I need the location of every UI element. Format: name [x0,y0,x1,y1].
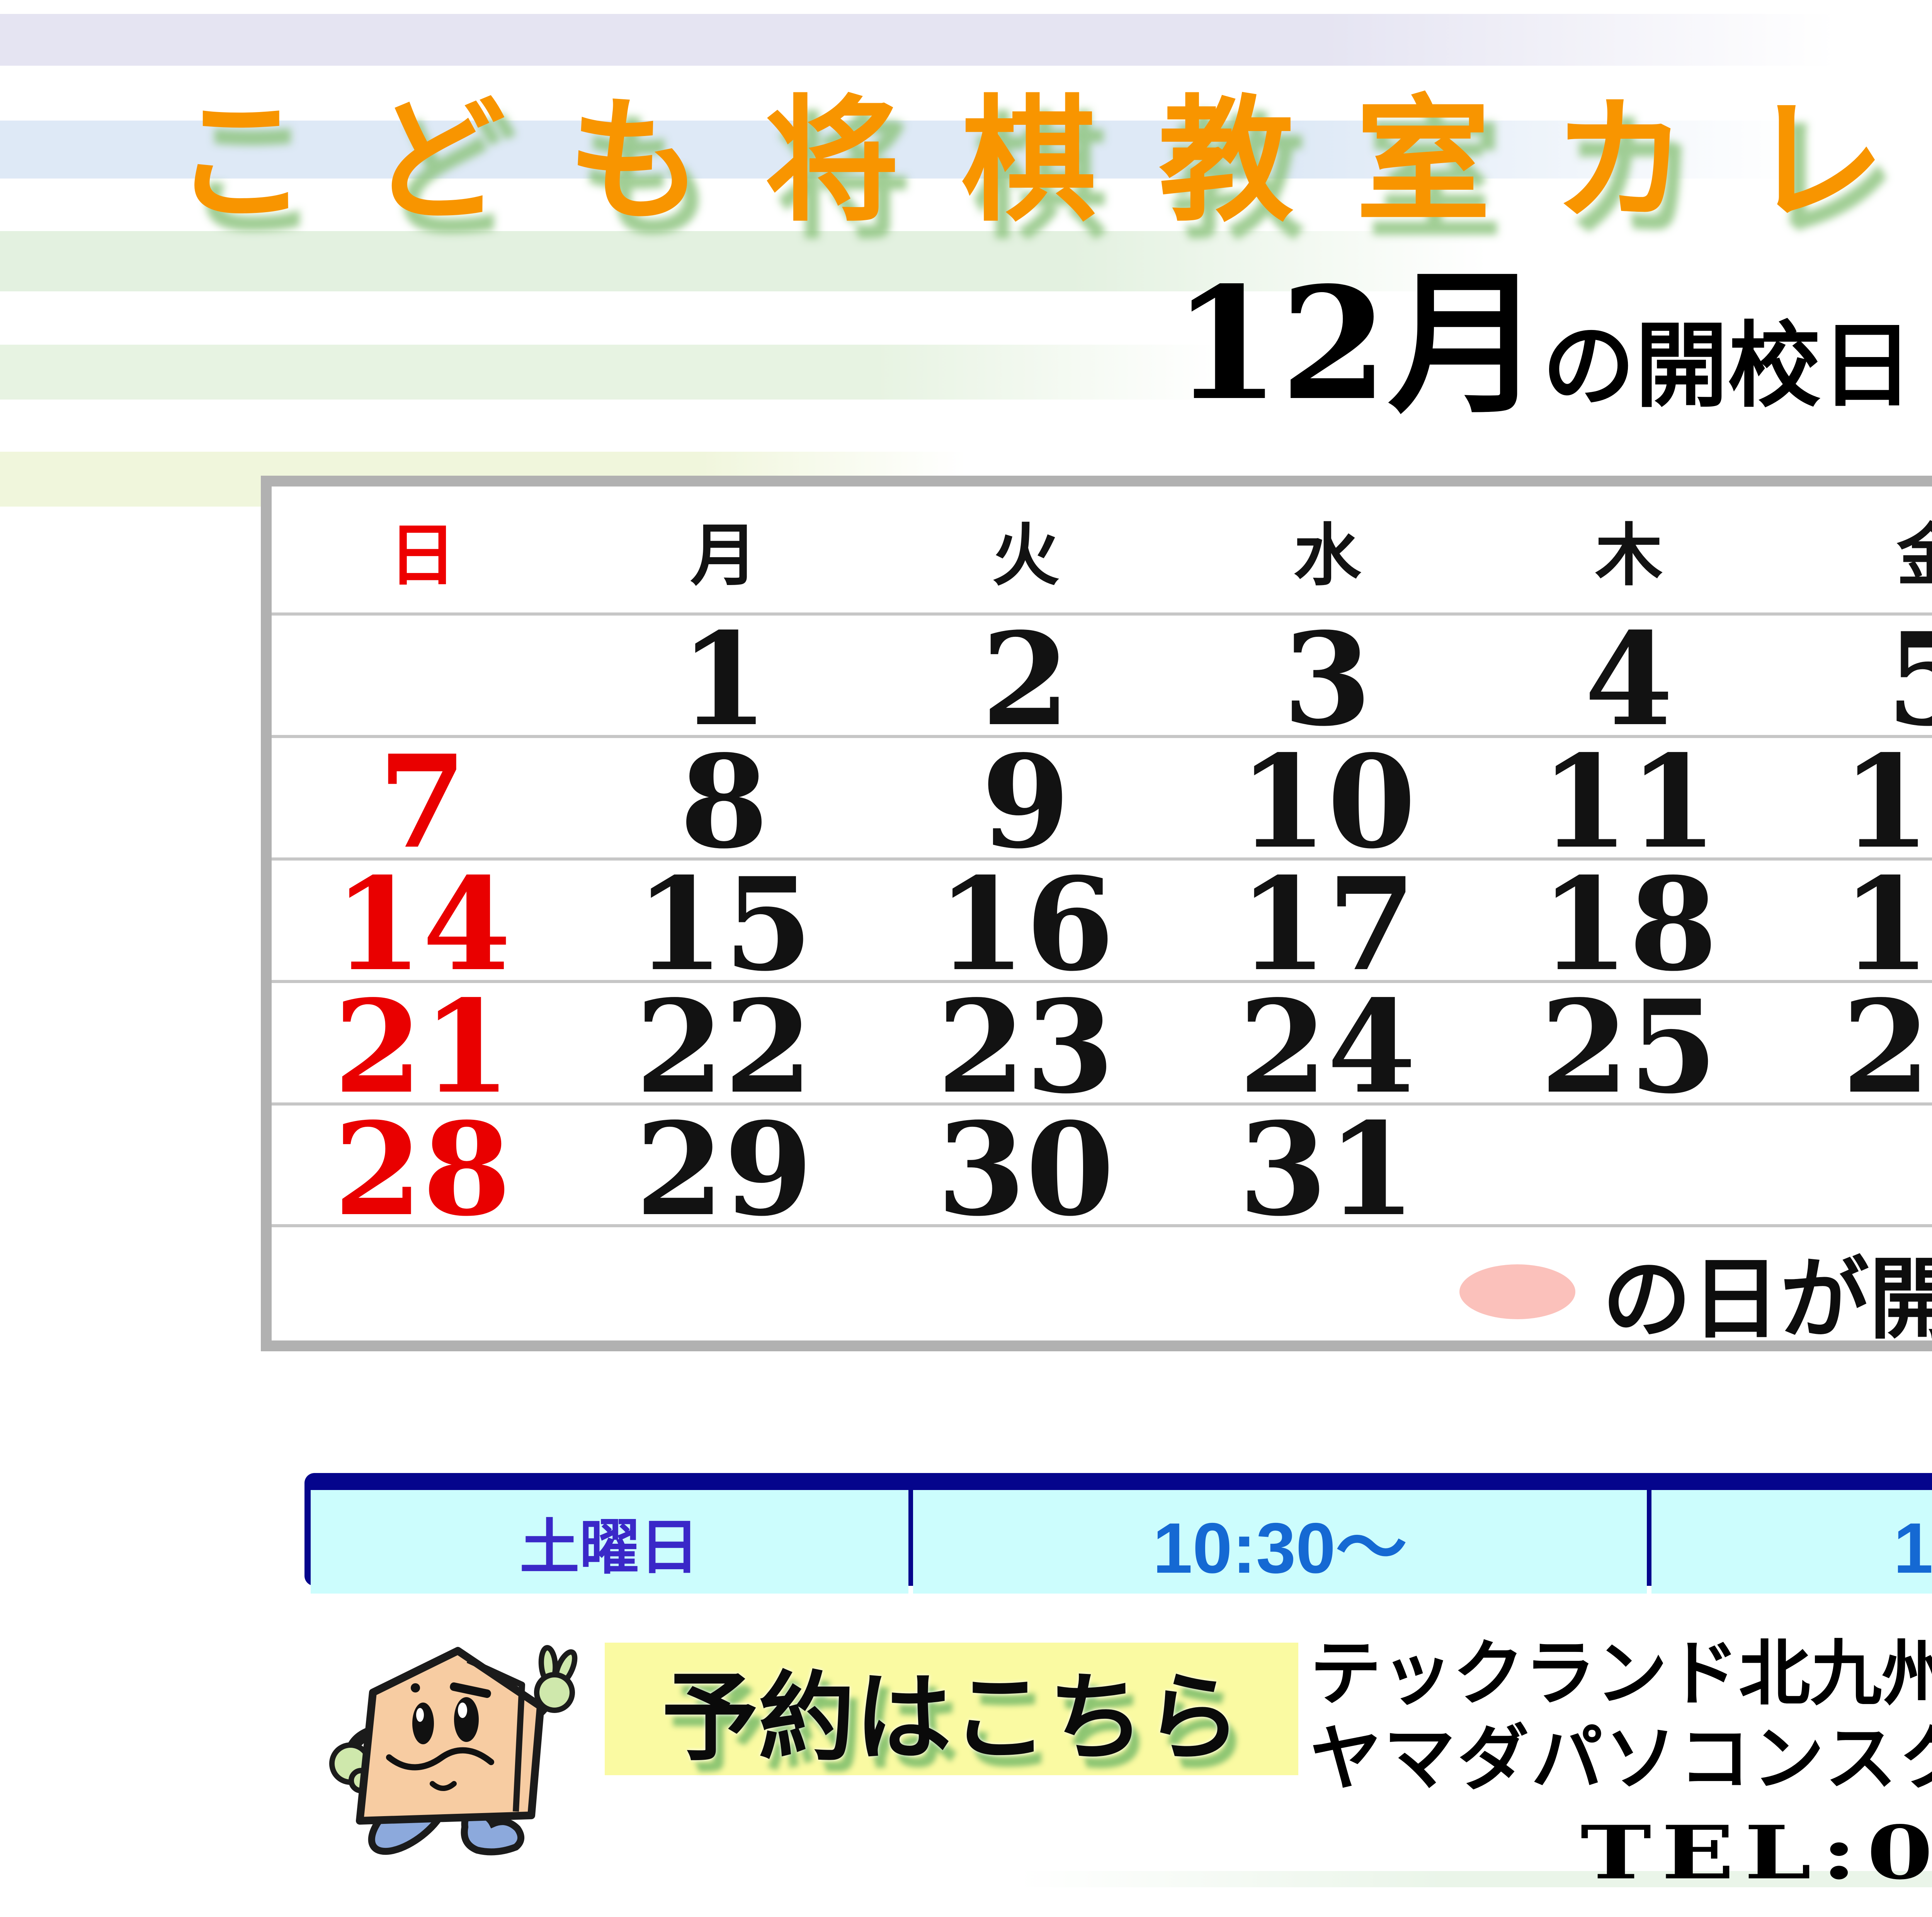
calendar-week-row: 14 15 16 17 18 19 20 [272,857,1932,988]
bg-stripe [0,345,1217,400]
bg-stripe [0,14,1835,66]
calendar-week-row: 1 2 3 4 5 6 [272,612,1932,743]
calendar-day: 9 [981,727,1070,877]
calendar-day: 31 [1238,1094,1416,1244]
legend-text: の日が開校日です [1602,1247,1932,1351]
shogi-piece-mascot-icon [329,1645,578,1856]
calendar-day: 18 [1540,849,1718,999]
calendar-day: 22 [635,972,813,1122]
schedule-time1-cell: 10:30～ [913,1490,1647,1594]
pink-ellipse-icon [1459,1264,1575,1319]
calendar-day: 25 [1540,972,1718,1122]
contact-school-name: ヤマダパソコンスクール北九州八幡校 [1310,1716,1932,1800]
schedule-time2-cell: 11:30～ [1651,1490,1932,1594]
calendar-day: 16 [937,849,1115,999]
calendar-table: 日 月 火 水 木 金 土 1 2 3 4 5 6 7 8 9 10 11 12… [261,476,1932,1351]
calendar-day: 4 [1584,604,1673,754]
calendar-day: 28 [333,1094,511,1244]
calendar-day: 12 [1842,727,1932,877]
day-header-monday: 月 [690,515,758,595]
day-header-friday: 金 [1896,515,1932,595]
calendar-day: 5 [1886,604,1932,754]
calendar-day: 30 [937,1094,1115,1244]
day-header-wednesday: 水 [1293,515,1361,595]
calendar-day: 3 [1283,604,1372,754]
booking-label: 予約はこちら [662,1664,1242,1772]
schedule-day-cell: 土曜日 [311,1490,908,1594]
calendar-day: 17 [1238,849,1416,999]
calendar-week-row: 28 29 30 31 [272,1102,1932,1233]
calendar-week-row: 21 22 23 24 25 26 27 [272,980,1932,1111]
calendar-day: 21 [333,972,511,1122]
poster-subtitle: 12月の開校日 [1173,267,1913,421]
calendar-day: 23 [937,972,1115,1122]
calendar-day: 15 [635,849,813,999]
calendar-day: 11 [1540,727,1718,877]
day-header-thursday: 木 [1595,515,1663,595]
calendar-header-row: 日 月 火 水 木 金 土 [272,486,1932,612]
booking-banner: 予約はこちら [605,1643,1298,1775]
day-header-tuesday: 火 [992,515,1060,595]
contact-store-name: テックランド北九州八幡店 [1310,1631,1932,1715]
subtitle-month: 12月 [1173,253,1543,435]
calendar-day: 7 [378,727,467,877]
calendar-week-row: 7 8 9 10 11 12 13 [272,735,1932,866]
schedule-table: 土曜日 10:30～ 11:30～ [304,1473,1932,1594]
calendar-day: 14 [333,849,511,999]
day-header-sunday: 日 [388,515,456,595]
calendar-day: 24 [1238,972,1416,1122]
poster-title: こども将棋教室カレンダー [173,86,1932,237]
calendar-day: 2 [981,604,1070,754]
calendar-day: 29 [635,1094,813,1244]
calendar-legend-row: の日が開校日です [272,1224,1932,1356]
contact-phone: TEL:093-693-2822 [1580,1810,1932,1896]
calendar-day: 10 [1238,727,1416,877]
calendar-day: 26 [1842,972,1932,1122]
calendar-day: 1 [680,604,769,754]
calendar-day: 19 [1842,849,1932,999]
calendar-day: 8 [680,727,769,877]
subtitle-suffix: の開校日 [1542,311,1913,420]
